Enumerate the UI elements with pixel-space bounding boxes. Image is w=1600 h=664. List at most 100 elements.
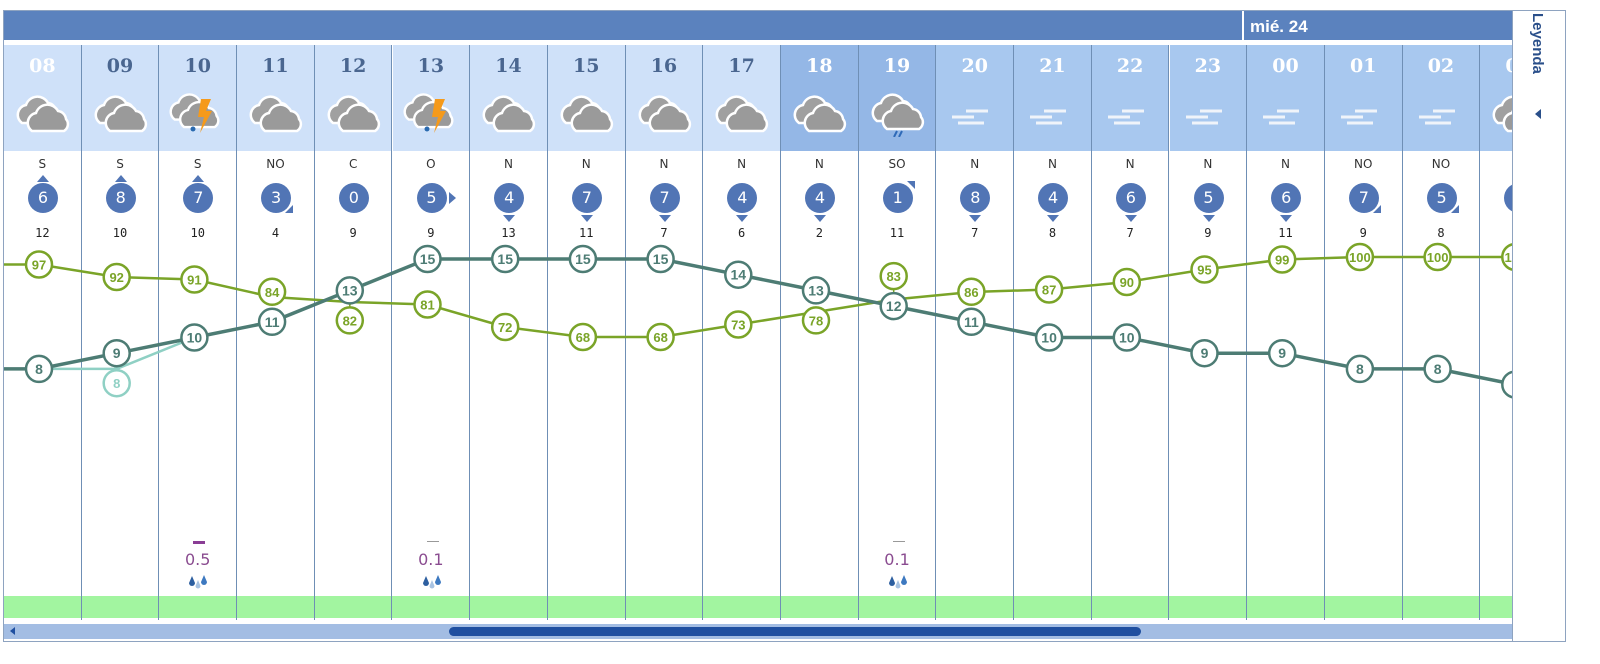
wind-speed: 7 xyxy=(649,183,680,213)
wind-speed: 5 xyxy=(1504,183,1512,213)
wind-gust: 7 xyxy=(1126,226,1134,240)
wind-direction: N xyxy=(659,157,669,171)
feels-like-point: 8 xyxy=(102,365,131,398)
wind-speed: 6 xyxy=(28,183,58,213)
svg-text:90: 90 xyxy=(1120,275,1134,290)
wind-direction: S xyxy=(193,157,202,171)
hour-label: 14 xyxy=(495,55,522,77)
wind-gust: 9 xyxy=(427,226,435,240)
hour-column: 02 NO 5 8 xyxy=(1402,45,1481,620)
wind-speed: 8 xyxy=(105,183,136,213)
wind-gust: 2 xyxy=(815,226,823,240)
hour-column: 13 O 5 9 0.1 xyxy=(392,45,471,620)
svg-text:68: 68 xyxy=(653,330,667,345)
svg-text:68: 68 xyxy=(576,330,590,345)
wind-direction: N xyxy=(1281,157,1291,171)
temperature-point: 7 xyxy=(1501,370,1512,399)
hour-column: 18 N 4 2 xyxy=(781,45,859,620)
wind-arrow-icon xyxy=(736,215,749,222)
svg-text:82: 82 xyxy=(343,313,357,328)
wind-arrow-icon xyxy=(906,181,915,189)
svg-text:97: 97 xyxy=(32,258,46,273)
wind-direction: N xyxy=(1125,157,1135,171)
svg-text:9: 9 xyxy=(1201,345,1209,361)
wind-gust: 6 xyxy=(738,226,746,240)
wind-arrow-icon xyxy=(1450,205,1459,213)
precip-value: 0.1 xyxy=(884,550,910,569)
wind-arrow-icon xyxy=(969,215,982,222)
cloudy-icon xyxy=(1492,95,1512,133)
fog-icon xyxy=(1107,109,1144,125)
hour-column: 01 NO 7 9 xyxy=(1324,45,1403,620)
hour-header: 15 xyxy=(547,45,625,151)
precip-value: 0.5 xyxy=(185,550,211,569)
wind-direction: O xyxy=(426,157,436,171)
humidity-point: 68 xyxy=(646,322,675,352)
humidity-point: 81 xyxy=(413,290,442,319)
wind-direction: NO xyxy=(1431,157,1451,171)
wind-direction: S xyxy=(38,157,47,171)
day-label: mié. 24 xyxy=(1242,11,1308,40)
wind-direction: NO xyxy=(1354,157,1373,171)
hour-column: 03 O 5 8 xyxy=(1480,45,1512,620)
fog-icon xyxy=(1340,109,1377,125)
temperature-point: 12 xyxy=(879,291,908,321)
hour-label: 15 xyxy=(573,55,600,77)
svg-text:15: 15 xyxy=(653,251,669,267)
wind-gust: 9 xyxy=(349,226,357,240)
svg-text:15: 15 xyxy=(497,251,513,267)
svg-text:95: 95 xyxy=(1197,263,1211,278)
precip-value: 0.1 xyxy=(418,550,444,569)
svg-text:8: 8 xyxy=(35,361,43,377)
hour-header: 13 xyxy=(392,45,470,151)
svg-text:100: 100 xyxy=(1504,250,1512,265)
horizontal-scrollbar[interactable] xyxy=(4,624,1512,639)
humidity-point: 86 xyxy=(957,277,986,307)
hour-column: 23 N 5 9 xyxy=(1169,45,1248,620)
hour-label: 08 xyxy=(29,55,56,77)
temperature-point: 15 xyxy=(413,244,442,274)
wind-gust: 11 xyxy=(889,226,905,240)
day-bar: mié. 24 xyxy=(4,11,1512,40)
fog-icon xyxy=(1418,109,1455,125)
humidity-point: 100 xyxy=(1345,242,1375,272)
wind-speed: 4 xyxy=(805,183,835,213)
humidity-point: 100 xyxy=(1423,242,1452,272)
temperature-point: 9 xyxy=(1190,338,1219,368)
humidity-point: 97 xyxy=(24,250,54,279)
svg-text:100: 100 xyxy=(1427,250,1449,265)
hour-header: 01 xyxy=(1324,45,1402,151)
cloudy-icon xyxy=(715,95,769,133)
cloudy-icon xyxy=(482,95,536,133)
hour-header: 21 xyxy=(1014,45,1091,151)
hour-label: 11 xyxy=(262,55,289,77)
wind-arrow-icon xyxy=(37,175,49,182)
svg-text:11: 11 xyxy=(265,314,280,330)
humidity-point: 73 xyxy=(724,310,753,339)
hour-label: 03 xyxy=(1480,55,1512,77)
wind-speed: 7 xyxy=(183,183,214,213)
temperature-point: 8 xyxy=(24,354,54,384)
svg-text:7: 7 xyxy=(1511,377,1512,393)
legend-panel[interactable]: Leyenda xyxy=(1512,10,1566,642)
hour-header: 17 xyxy=(703,45,780,151)
cloudy-icon xyxy=(249,95,303,133)
svg-text:100: 100 xyxy=(1349,250,1371,265)
wind-speed: 5 xyxy=(1426,183,1457,213)
scrollbar-thumb[interactable] xyxy=(449,627,1141,636)
legend-expand-icon[interactable] xyxy=(1535,109,1541,119)
svg-text:11: 11 xyxy=(964,314,979,330)
wind-gust: 11 xyxy=(1278,226,1293,240)
temperature-point: 14 xyxy=(724,260,753,289)
scroll-left-arrow-icon[interactable] xyxy=(10,627,15,635)
temperature-point: 9 xyxy=(102,338,131,368)
temperature-point: 13 xyxy=(801,276,831,305)
hour-column: 21 N 4 8 xyxy=(1014,45,1092,620)
hour-column: 17 N 4 6 xyxy=(703,45,781,620)
temperature-point: 11 xyxy=(957,307,986,337)
precip-bar xyxy=(426,541,439,542)
wind-arrow-icon xyxy=(1372,205,1381,213)
hour-label: 00 xyxy=(1272,55,1299,77)
svg-text:92: 92 xyxy=(109,270,123,285)
wind-gust: 11 xyxy=(579,226,594,240)
